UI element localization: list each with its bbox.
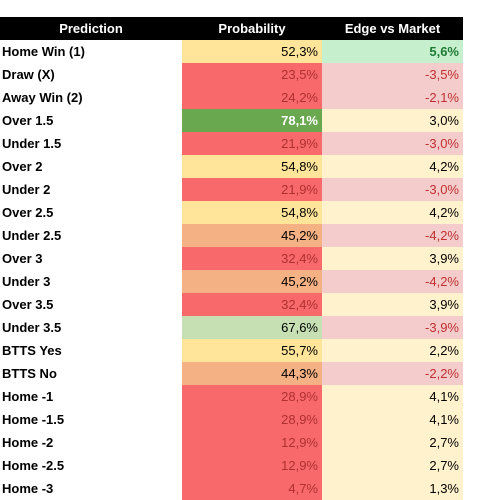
table-row: Home -3 4,7% 1,3% (0, 477, 463, 500)
value-cell: 5,6% (322, 40, 463, 63)
value-cell: -2,1% (322, 86, 463, 109)
value-cell: 45,2% (182, 270, 322, 293)
value-cell: 78,1% (182, 109, 322, 132)
header-cell: Probability (182, 17, 322, 40)
value-cell: 45,2% (182, 224, 322, 247)
table-row: Under 1.5 21,9% -3,0% (0, 132, 463, 155)
value-cell: 1,3% (322, 477, 463, 500)
row-label: Home -2 (0, 431, 182, 454)
table-row: Under 2.5 45,2% -4,2% (0, 224, 463, 247)
value-cell: 23,5% (182, 63, 322, 86)
value-cell: 52,3% (182, 40, 322, 63)
row-label: Over 2 (0, 155, 182, 178)
row-label: Away Win (2) (0, 86, 182, 109)
row-label: Draw (X) (0, 63, 182, 86)
value-cell: 12,9% (182, 454, 322, 477)
row-label: Over 1.5 (0, 109, 182, 132)
row-label: Home -1.5 (0, 408, 182, 431)
value-cell: 2,7% (322, 431, 463, 454)
table-row: BTTS No 44,3% -2,2% (0, 362, 463, 385)
row-label: Over 2.5 (0, 201, 182, 224)
table-row: Home -2 12,9% 2,7% (0, 431, 463, 454)
table-row: Over 1.5 78,1% 3,0% (0, 109, 463, 132)
header-row: Prediction Probability Edge vs Market (0, 17, 463, 40)
value-cell: 12,9% (182, 431, 322, 454)
row-label: Under 2 (0, 178, 182, 201)
value-cell: 28,9% (182, 408, 322, 431)
prediction-table: Prediction Probability Edge vs Market Home… (0, 17, 463, 500)
value-cell: 3,9% (322, 293, 463, 316)
table-row: Under 3.5 67,6% -3,9% (0, 316, 463, 339)
row-label: Over 3 (0, 247, 182, 270)
value-cell: 2,7% (322, 454, 463, 477)
row-label: Home -2.5 (0, 454, 182, 477)
value-cell: 24,2% (182, 86, 322, 109)
value-cell: 54,8% (182, 201, 322, 224)
table-row: Away Win (2) 24,2% -2,1% (0, 86, 463, 109)
value-cell: 4,2% (322, 201, 463, 224)
table-row: Home -2.5 12,9% 2,7% (0, 454, 463, 477)
row-label: Under 3.5 (0, 316, 182, 339)
value-cell: 28,9% (182, 385, 322, 408)
header-cell: Edge vs Market (322, 17, 463, 40)
row-label: Over 3.5 (0, 293, 182, 316)
table-row: Over 2.5 54,8% 4,2% (0, 201, 463, 224)
value-cell: -4,2% (322, 270, 463, 293)
value-cell: -2,2% (322, 362, 463, 385)
value-cell: -3,0% (322, 132, 463, 155)
row-label: BTTS No (0, 362, 182, 385)
table-row: BTTS Yes 55,7% 2,2% (0, 339, 463, 362)
table-row: Home -1 28,9% 4,1% (0, 385, 463, 408)
table-row: Draw (X) 23,5% -3,5% (0, 63, 463, 86)
value-cell: 3,0% (322, 109, 463, 132)
table-row: Over 3 32,4% 3,9% (0, 247, 463, 270)
row-label: Under 1.5 (0, 132, 182, 155)
table-row: Home -1.5 28,9% 4,1% (0, 408, 463, 431)
table-body: Home Win (1) 52,3% 5,6% Draw (X) 23,5% -3,5% A… (0, 40, 463, 500)
value-cell: 4,1% (322, 408, 463, 431)
value-cell: -3,9% (322, 316, 463, 339)
value-cell: 4,1% (322, 385, 463, 408)
value-cell: 3,9% (322, 247, 463, 270)
value-cell: -3,5% (322, 63, 463, 86)
row-label: Home -3 (0, 477, 182, 500)
table-row: Under 2 21,9% -3,0% (0, 178, 463, 201)
value-cell: 4,2% (322, 155, 463, 178)
value-cell: 21,9% (182, 132, 322, 155)
value-cell: 2,2% (322, 339, 463, 362)
header-cell: Prediction (0, 17, 182, 40)
row-label: Under 2.5 (0, 224, 182, 247)
table-row: Over 2 54,8% 4,2% (0, 155, 463, 178)
value-cell: 32,4% (182, 293, 322, 316)
value-cell: 67,6% (182, 316, 322, 339)
value-cell: -3,0% (322, 178, 463, 201)
table-row: Under 3 45,2% -4,2% (0, 270, 463, 293)
row-label: Home -1 (0, 385, 182, 408)
table-row: Over 3.5 32,4% 3,9% (0, 293, 463, 316)
row-label: Home Win (1) (0, 40, 182, 63)
value-cell: 21,9% (182, 178, 322, 201)
value-cell: -4,2% (322, 224, 463, 247)
table-row: Home Win (1) 52,3% 5,6% (0, 40, 463, 63)
value-cell: 55,7% (182, 339, 322, 362)
value-cell: 32,4% (182, 247, 322, 270)
value-cell: 44,3% (182, 362, 322, 385)
value-cell: 4,7% (182, 477, 322, 500)
row-label: BTTS Yes (0, 339, 182, 362)
row-label: Under 3 (0, 270, 182, 293)
value-cell: 54,8% (182, 155, 322, 178)
